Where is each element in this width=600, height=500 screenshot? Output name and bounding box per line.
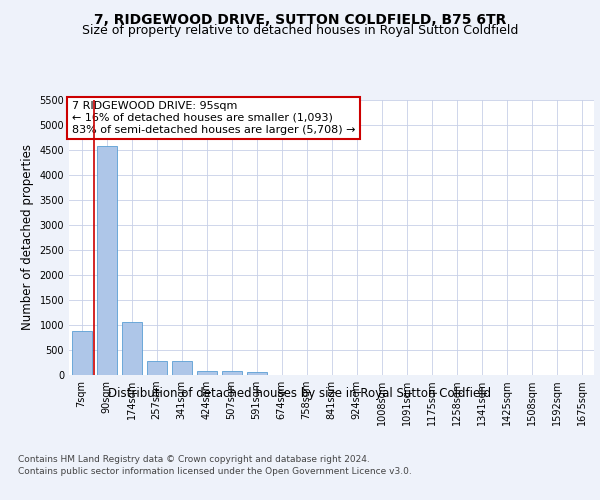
Text: 7 RIDGEWOOD DRIVE: 95sqm
← 16% of detached houses are smaller (1,093)
83% of sem: 7 RIDGEWOOD DRIVE: 95sqm ← 16% of detach… <box>71 102 355 134</box>
Bar <box>71 331 91 375</box>
Text: Distribution of detached houses by size in Royal Sutton Coldfield: Distribution of detached houses by size … <box>109 388 491 400</box>
Text: Size of property relative to detached houses in Royal Sutton Coldfield: Size of property relative to detached ho… <box>82 24 518 37</box>
Text: Contains public sector information licensed under the Open Government Licence v3: Contains public sector information licen… <box>18 468 412 476</box>
Bar <box>146 360 167 375</box>
Bar <box>221 371 241 375</box>
Bar <box>121 322 142 375</box>
Text: Contains HM Land Registry data © Crown copyright and database right 2024.: Contains HM Land Registry data © Crown c… <box>18 455 370 464</box>
Bar <box>172 361 191 375</box>
Bar <box>247 372 266 375</box>
Text: 7, RIDGEWOOD DRIVE, SUTTON COLDFIELD, B75 6TR: 7, RIDGEWOOD DRIVE, SUTTON COLDFIELD, B7… <box>94 12 506 26</box>
Y-axis label: Number of detached properties: Number of detached properties <box>21 144 34 330</box>
Bar <box>197 370 217 375</box>
Bar <box>97 146 116 375</box>
